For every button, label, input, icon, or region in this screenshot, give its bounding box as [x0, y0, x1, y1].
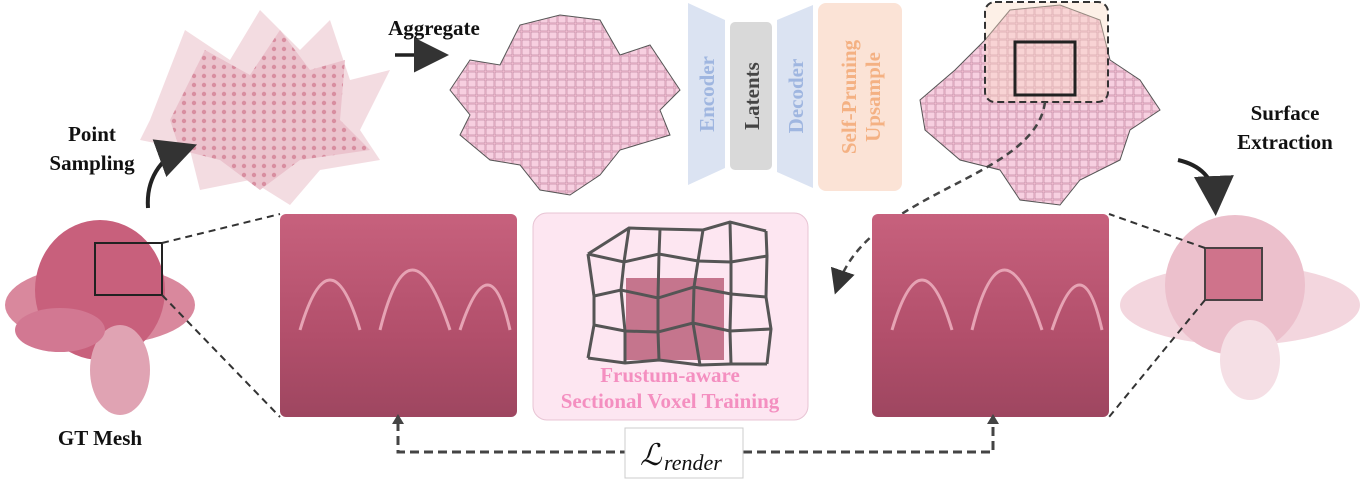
latents-label: Latents — [740, 62, 764, 130]
point-cloud-flower — [140, 10, 390, 205]
gt-crop-box — [94, 242, 163, 296]
latents-block: Latents — [730, 22, 772, 170]
section-solid-box — [1013, 40, 1077, 97]
upsample-label-2: Upsample — [861, 52, 885, 142]
point-sampling-arrow — [145, 139, 198, 209]
section-dashed-box — [984, 1, 1109, 103]
loss-arrowhead — [987, 414, 999, 424]
zoom-line — [1108, 299, 1206, 418]
frustum-label-1: Frustum-aware — [600, 363, 740, 387]
extracted-crop-box — [1204, 247, 1263, 301]
upsample-label-1: Self-Pruning — [837, 39, 861, 154]
encoder-block: Encoder — [688, 3, 725, 185]
frustum-label-2: Sectional Voxel Training — [561, 389, 780, 413]
aggregate-label: Aggregate — [388, 16, 480, 40]
decoder-block: Decoder — [777, 5, 813, 188]
voxel-flower — [449, 14, 681, 196]
gt-mesh-label: GT Mesh — [58, 426, 143, 450]
extracted-surface-flower — [1120, 215, 1360, 400]
voxel-grid-icon — [586, 220, 773, 367]
loss-subscript: render — [664, 450, 722, 475]
loss-arrowhead — [392, 414, 404, 424]
zoom-line — [161, 213, 281, 244]
predicted-render-panel — [872, 214, 1109, 417]
surface-extraction-label: Surface — [1251, 101, 1320, 125]
point-sampling-label-2: Sampling — [49, 151, 135, 175]
self-pruning-upsample-block: Self-Pruning Upsample — [818, 3, 902, 191]
gt-render-panel — [280, 214, 517, 417]
encoder-label: Encoder — [695, 56, 719, 132]
loss-dashed-connector — [396, 422, 995, 454]
point-sampling-label: Point — [68, 122, 116, 146]
surface-extraction-label-2: Extraction — [1237, 130, 1333, 154]
decoder-label: Decoder — [784, 59, 808, 134]
section-dashed-arrow — [830, 101, 1047, 295]
zoom-line — [161, 294, 281, 418]
zoom-line — [1108, 213, 1206, 249]
gt-mesh-flower — [5, 220, 195, 415]
surface-extraction-arrow — [1177, 158, 1234, 216]
loss-box — [624, 427, 744, 479]
upsampled-voxel-flower — [919, 4, 1161, 206]
loss-symbol: ℒ — [640, 438, 663, 473]
frustum-panel: Frustum-aware Sectional Voxel Training — [532, 212, 809, 421]
